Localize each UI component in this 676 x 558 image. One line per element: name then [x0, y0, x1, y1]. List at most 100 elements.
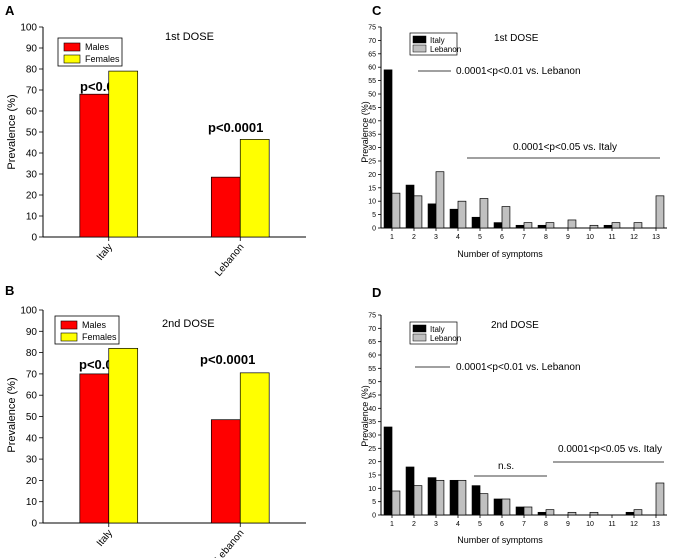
panel-c-x-axis-label: Number of symptoms	[457, 249, 543, 259]
panel-a-annotation-lebanon: p<0.0001	[208, 120, 263, 135]
panel-d-x-tick-label: 1	[390, 521, 394, 528]
panel-b-title: 2nd DOSE	[162, 318, 215, 330]
panel-d-bar-italy-7	[515, 506, 525, 516]
panel-a-legend-swatch-females	[63, 54, 81, 64]
panel-c-y-tick-label: 30	[368, 145, 376, 152]
panel-d-y-tick-label: 35	[368, 419, 376, 426]
panel-b-bar-males-italy	[79, 373, 110, 524]
panel-c-y-tick-label: 45	[368, 105, 376, 112]
panel-c-x-tick-label: 13	[652, 234, 660, 241]
panel-a: A Prevalence (%) Males Females 1st DOSE …	[5, 3, 306, 279]
panel-d-annotation-lebanon: 0.0001<p<0.01 vs. Lebanon	[456, 362, 581, 373]
panel-c-bar-italy-3	[427, 203, 437, 229]
panel-d-y-tick-label: 70	[368, 326, 376, 333]
panel-c-legend-label-lebanon: Lebanon	[430, 45, 461, 54]
panel-b-legend-swatch-males	[60, 320, 78, 330]
panel-d-bar-italy-1	[383, 426, 393, 516]
panel-c-y-tick-label: 25	[368, 158, 376, 165]
panel-d-bar-lebanon-9	[567, 511, 577, 516]
panel-d-bar-lebanon-10	[589, 511, 599, 516]
panel-c-legend-swatch-lebanon	[412, 44, 427, 53]
panel-c-y-tick-label: 75	[368, 24, 376, 31]
panel-c-y-tick-label: 35	[368, 132, 376, 139]
panel-label-a: A	[5, 3, 15, 18]
panel-c-bar-lebanon-6	[501, 206, 511, 229]
panel-d-bar-lebanon-8	[545, 509, 555, 516]
panel-c-y-tick-label: 20	[368, 172, 376, 179]
panel-d-y-tick-label: 65	[368, 339, 376, 346]
panel-c-bar-lebanon-10	[589, 224, 599, 229]
panel-d-x-tick-label: 9	[566, 521, 570, 528]
panel-d-y-tick-label: 75	[368, 312, 376, 319]
panel-b-x-tick-label: Italy	[95, 528, 115, 549]
panel-c-x-tick-label: 4	[456, 234, 460, 241]
panel-d-x-tick-label: 5	[478, 521, 482, 528]
panel-c-legend-swatch-italy	[412, 35, 427, 44]
panel-a-y-axis-label: Prevalence (%)	[6, 94, 18, 169]
panel-d-legend-swatch-lebanon	[412, 333, 427, 342]
panel-c-y-tick-label: 40	[368, 118, 376, 125]
panel-b-legend-label-females: Females	[82, 332, 117, 342]
panel-b-y-tick-label: 100	[20, 306, 37, 317]
panel-c-y-tick-label: 0	[372, 225, 376, 232]
panel-c-bar-lebanon-9	[567, 219, 577, 229]
panel-d-bar-lebanon-12	[633, 509, 643, 516]
panel-b-y-tick-label: 30	[26, 455, 38, 466]
panel-c-annotation-lebanon: 0.0001<p<0.01 vs. Lebanon	[456, 66, 581, 77]
panel-d-x-tick-label: 10	[586, 521, 594, 528]
panel-c-y-tick-label: 10	[368, 199, 376, 206]
panel-b-y-tick-label: 50	[26, 412, 38, 423]
panel-b-y-axis-label: Prevalence (%)	[6, 377, 18, 452]
panel-c-x-tick-label: 2	[412, 234, 416, 241]
panel-c-bar-lebanon-2	[413, 195, 423, 229]
panel-c-bar-italy-5	[471, 216, 481, 229]
panel-c-bar-italy-8	[537, 224, 547, 229]
panel-d-y-tick-label: 45	[368, 392, 376, 399]
panel-d-y-tick-label: 60	[368, 352, 376, 359]
panel-label-d: D	[372, 285, 381, 300]
panel-d-bar-italy-2	[405, 466, 415, 516]
panel-b-annotation-lebanon: p<0.0001	[200, 352, 255, 367]
panel-a-y-tick-label: 30	[26, 170, 38, 181]
panel-c-bar-lebanon-5	[479, 198, 489, 229]
panel-d-annotation-ns: n.s.	[498, 461, 514, 472]
panel-c-x-tick-label: 10	[586, 234, 594, 241]
panel-d-y-tick-label: 15	[368, 472, 376, 479]
panel-d-legend-swatch-italy	[412, 324, 427, 333]
panel-c-x-tick-label: 1	[390, 234, 394, 241]
panel-d-bar-lebanon-7	[523, 506, 533, 516]
panel-a-y-tick-label: 90	[26, 44, 38, 55]
panel-c-bar-lebanon-4	[457, 200, 467, 229]
panel-b-y-tick-label: 0	[31, 519, 37, 530]
panel-a-legend-label-males: Males	[85, 42, 110, 52]
panel-d-annotation-italy: 0.0001<p<0.05 vs. Italy	[558, 444, 662, 455]
panel-b-y-tick-label: 10	[26, 497, 38, 508]
panel-a-x-tick-label: Italy	[95, 242, 115, 263]
panel-a-y-tick-label: 10	[26, 212, 38, 223]
panel-d-bar-italy-6	[493, 498, 503, 516]
panel-a-y-tick-label: 40	[26, 149, 38, 160]
panel-c-y-tick-label: 55	[368, 78, 376, 85]
panel-b-y-tick-label: 40	[26, 433, 38, 444]
panel-d-bar-italy-8	[537, 511, 547, 516]
panel-d-y-tick-label: 10	[368, 486, 376, 493]
panel-d-bar-lebanon-3	[435, 479, 445, 516]
panel-c-x-tick-label: 11	[608, 234, 615, 241]
panel-c-x-tick-label: 12	[630, 234, 638, 241]
panel-b: B Prevalence (%) Males Females 2nd DOSE …	[5, 283, 306, 558]
panel-c-x-tick-label: 6	[500, 234, 504, 241]
panel-c-x-tick-label: 5	[478, 234, 482, 241]
panel-a-y-tick-label: 60	[26, 107, 38, 118]
panel-d-y-tick-label: 20	[368, 459, 376, 466]
panel-d-bar-italy-5	[471, 485, 481, 516]
panel-d-x-tick-label: 8	[544, 521, 548, 528]
panel-label-c: C	[372, 3, 382, 18]
panel-label-b: B	[5, 283, 14, 298]
panel-b-bar-females-italy	[108, 347, 139, 524]
panel-c-y-tick-label: 70	[368, 38, 376, 45]
panel-c-bar-lebanon-8	[545, 222, 555, 229]
panel-c-bar-italy-6	[493, 222, 503, 229]
panel-c-y-axis-label: Prevalence (%)	[360, 101, 370, 163]
panel-c-bar-italy-11	[603, 224, 613, 229]
panel-c: C Prevalence (%) Number of symptoms Ital…	[360, 3, 667, 259]
